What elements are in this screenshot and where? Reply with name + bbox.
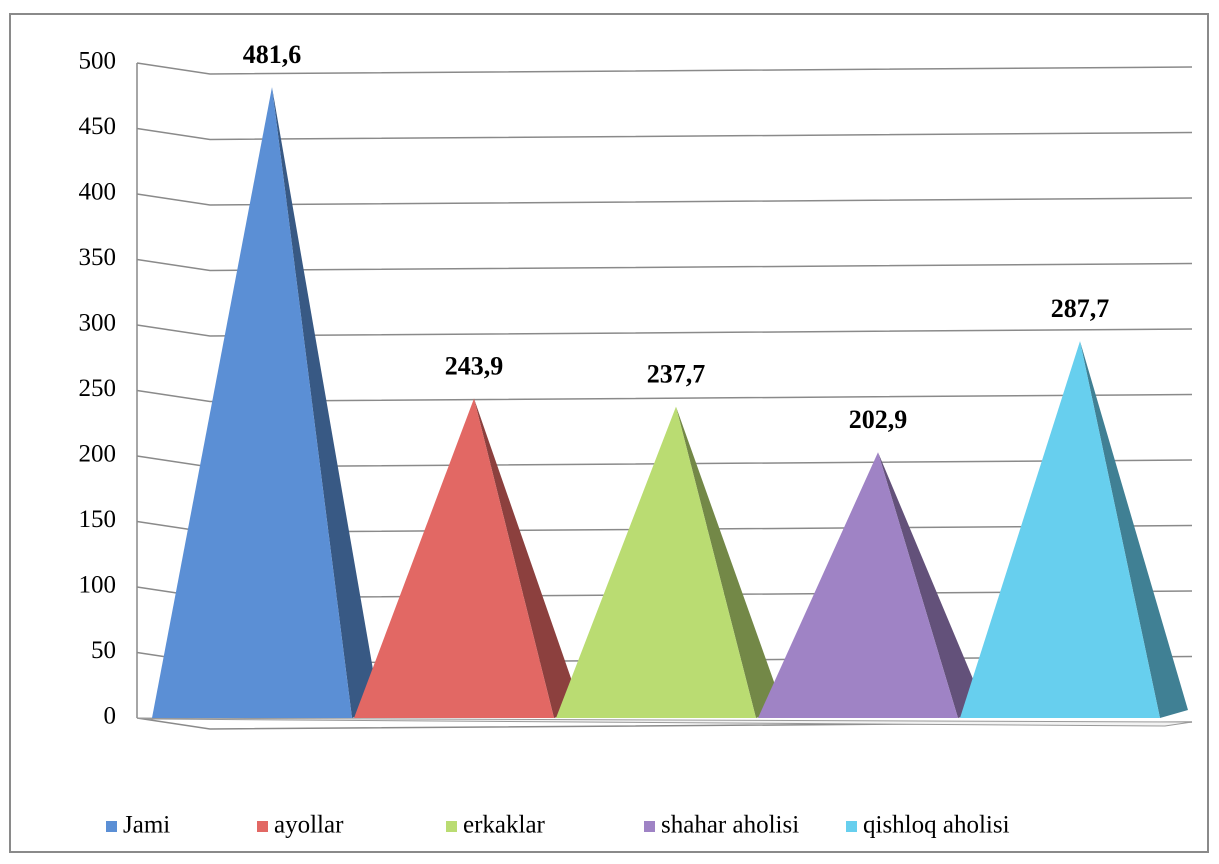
y-tick-label: 200 — [79, 441, 117, 468]
grid-line — [136, 193, 1193, 206]
value-label: 202,9 — [849, 405, 908, 434]
pyramid-front — [556, 406, 756, 718]
pyramid-front — [960, 341, 1160, 718]
legend-label: ayollar — [274, 812, 344, 839]
grid-line — [136, 62, 1193, 75]
y-tick-label: 400 — [79, 179, 117, 206]
y-tick-label: 300 — [79, 310, 117, 337]
grid-line — [136, 127, 1193, 141]
value-label: 243,9 — [445, 351, 504, 380]
y-tick-label: 250 — [79, 375, 117, 402]
y-tick-label: 50 — [91, 637, 116, 664]
value-label: 481,6 — [243, 40, 302, 69]
y-tick-label: 450 — [79, 113, 117, 140]
legend-swatch — [846, 821, 857, 832]
value-label: 237,7 — [647, 360, 706, 389]
y-tick-label: 500 — [79, 48, 117, 75]
grid-line — [136, 324, 1193, 337]
legend-label: qishloq aholisi — [863, 812, 1010, 839]
pyramid-side — [676, 406, 784, 718]
legend-swatch — [644, 821, 655, 832]
pyramid-side — [1080, 341, 1188, 718]
y-tick-label: 350 — [79, 244, 117, 271]
legend-swatch — [106, 821, 117, 832]
pyramid-side — [272, 87, 380, 718]
pyramid-front — [152, 87, 352, 718]
floor — [136, 717, 1193, 727]
legend-swatch — [257, 821, 268, 832]
pyramid-side — [474, 398, 582, 718]
pyramid-front — [758, 452, 958, 718]
y-tick-label: 100 — [79, 572, 117, 599]
legend-swatch — [446, 821, 457, 832]
legend-label: shahar aholisi — [661, 812, 799, 839]
pyramid-front — [354, 398, 554, 718]
y-tick-label: 0 — [104, 703, 117, 730]
grid-line — [136, 389, 1193, 403]
grid-line — [136, 258, 1193, 272]
value-label: 287,7 — [1051, 294, 1110, 323]
y-tick-label: 150 — [79, 506, 117, 533]
legend-label: Jami — [123, 812, 170, 839]
legend-label: erkaklar — [463, 812, 546, 839]
pyramid-side — [878, 452, 986, 718]
